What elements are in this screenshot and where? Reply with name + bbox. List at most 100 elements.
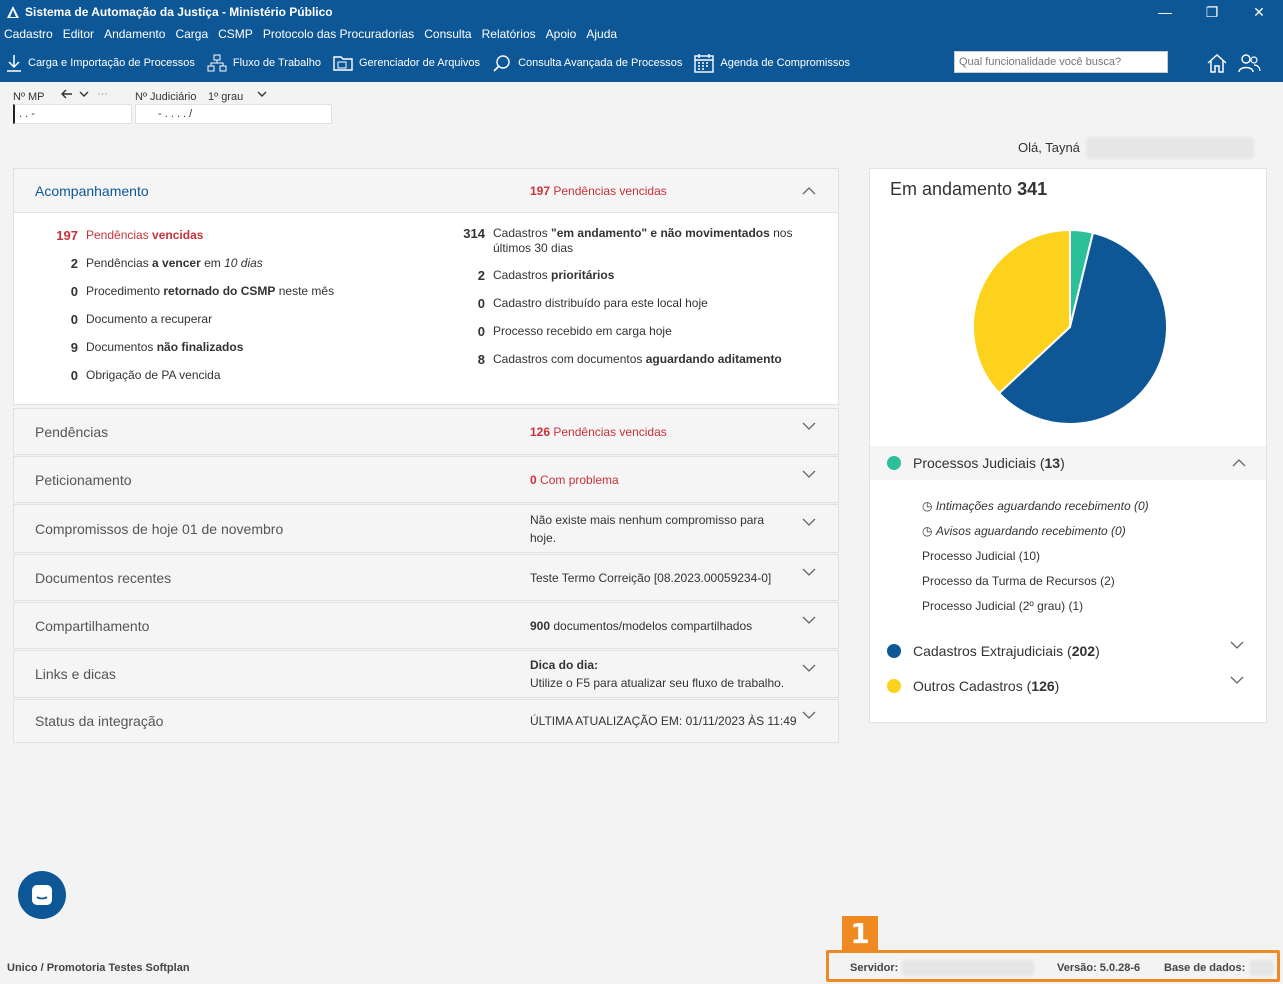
- chat-button[interactable]: [18, 871, 66, 919]
- toolbar-consulta-button[interactable]: Consulta Avançada de Processos: [492, 54, 682, 72]
- grau-chevron-down-icon[interactable]: [257, 90, 267, 98]
- links-dicas-title: Links e dicas: [35, 666, 116, 682]
- documentos-nao-finalizados-item[interactable]: 9 Documentos não finalizados: [70, 340, 244, 355]
- compromissos-summary: Não existe mais nenhum compromisso para h…: [530, 512, 765, 545]
- chevron-down-icon[interactable]: [1230, 673, 1244, 687]
- legend-processos-judiciais[interactable]: Processos Judiciais (13): [870, 446, 1266, 480]
- pendencias-summary: 126 Pendências vencidas: [530, 425, 667, 439]
- dica-do-dia: Dica do dia: Utilize o F5 para atualizar …: [530, 658, 785, 690]
- avisos-item[interactable]: ◷ Avisos aguardando recebimento (0): [922, 524, 1126, 538]
- pendencias-vencidas-item[interactable]: 197 Pendências vencidas: [56, 228, 204, 243]
- chevron-down-icon[interactable]: [802, 661, 816, 675]
- acompanhamento-summary: 197 Pendências vencidas: [530, 183, 667, 198]
- processos-judiciais-label: Processos Judiciais (13): [913, 455, 1065, 471]
- compromissos-panel[interactable]: Compromissos de hoje 01 de novembro Não …: [13, 504, 839, 553]
- links-dicas-panel[interactable]: Links e dicas Dica do dia: Utilize o F5 p…: [13, 650, 839, 698]
- status-integracao-summary: ÚLTIMA ATUALIZAÇÃO EM: 01/11/2023 ÀS 11:…: [530, 714, 797, 728]
- toolbar-agenda-button[interactable]: Agenda de Compromissos: [694, 53, 850, 73]
- calendar-icon: [694, 54, 715, 73]
- toolbar-carga-button[interactable]: Carga e Importação de Processos: [6, 54, 195, 72]
- documentos-recentes-summary[interactable]: Teste Termo Correição [08.2023.00059234-…: [530, 571, 772, 585]
- chevron-up-icon[interactable]: [1232, 456, 1246, 470]
- chevron-down-icon[interactable]: [802, 419, 816, 433]
- restore-icon[interactable]: ❐: [1205, 3, 1219, 20]
- pendencias-panel[interactable]: Pendências 126 Pendências vencidas: [13, 408, 839, 455]
- menu-apoio[interactable]: Apoio: [545, 27, 577, 41]
- pie-slice-outros[interactable]: [972, 228, 1071, 395]
- toolbar-carga-label: Carga e Importação de Processos: [28, 57, 195, 69]
- more-icon[interactable]: ···: [97, 88, 108, 100]
- cadastros-nao-movimentados-item[interactable]: 314 Cadastros "em andamento" e não movim…: [463, 226, 793, 255]
- menu-protocolo[interactable]: Protocolo das Procuradorias: [262, 27, 415, 41]
- menu-editor[interactable]: Editor: [62, 27, 95, 41]
- mp-number-input[interactable]: . . -: [13, 104, 132, 124]
- documentos-recentes-panel[interactable]: Documentos recentes Teste Termo Correiçã…: [13, 554, 839, 601]
- toolbar-gerenciador-button[interactable]: Gerenciador de Arquivos: [333, 54, 480, 72]
- toolbar-fluxo-button[interactable]: Fluxo de Trabalho: [207, 54, 321, 72]
- app-logo-icon: [7, 6, 19, 18]
- menu-consulta[interactable]: Consulta: [424, 27, 472, 41]
- judicial-number-input[interactable]: - . . . . /: [135, 104, 332, 124]
- acompanhamento-panel: Acompanhamento 197 Pendências vencidas 1…: [13, 168, 839, 405]
- cadastros-prioritarios-item[interactable]: 2 Cadastros prioritários: [477, 268, 615, 283]
- back-icon[interactable]: [61, 88, 73, 100]
- legend-outros-cadastros[interactable]: Outros Cadastros (126): [870, 669, 1266, 703]
- peticionamento-summary: 0 Com problema: [530, 473, 619, 487]
- documentos-recentes-title: Documentos recentes: [35, 570, 172, 586]
- legend-cadastros-extrajudiciais[interactable]: Cadastros Extrajudiciais (202): [870, 634, 1266, 668]
- title-bar: Sistema de Automação da Justiça - Minist…: [0, 0, 1283, 24]
- users-icon[interactable]: [1237, 52, 1261, 74]
- menu-csmp[interactable]: CSMP: [218, 27, 253, 41]
- procedimento-retornado-item[interactable]: 0 Procedimento retornado do CSMP neste m…: [70, 284, 335, 299]
- menu-carga[interactable]: Carga: [175, 27, 209, 41]
- intimacoes-item[interactable]: ◷ Intimações aguardando recebimento (0): [922, 499, 1149, 513]
- obrigacao-pa-item[interactable]: 0 Obrigação de PA vencida: [70, 368, 221, 383]
- toolbar-consulta-label: Consulta Avançada de Processos: [518, 57, 683, 69]
- processo-recebido-item[interactable]: 0 Processo recebido em carga hoje: [477, 324, 672, 339]
- processo-2-grau-item[interactable]: Processo Judicial (2º grau) (1): [922, 599, 1084, 613]
- chevron-down-icon[interactable]: [802, 708, 816, 722]
- status-integracao-title: Status da integração: [35, 713, 164, 729]
- cadastros-extrajudiciais-label: Cadastros Extrajudiciais (202): [913, 643, 1100, 659]
- download-icon: [7, 55, 21, 72]
- menu-cadastro[interactable]: Cadastro: [4, 27, 53, 41]
- processo-judicial-item[interactable]: Processo Judicial (10): [922, 549, 1041, 563]
- menu-relatorios[interactable]: Relatórios: [481, 27, 536, 41]
- em-andamento-title: Em andamento 341: [890, 179, 1048, 199]
- pendencias-a-vencer-item[interactable]: 2 Pendências a vencer em 10 dias: [70, 256, 263, 271]
- menu-ajuda[interactable]: Ajuda: [586, 27, 618, 41]
- aguardando-aditamento-item[interactable]: 8 Cadastros com documentos aguardando ad…: [477, 352, 782, 367]
- minimize-icon[interactable]: —: [1158, 4, 1172, 20]
- servidor-value-redacted: [902, 960, 1034, 976]
- grau-selector[interactable]: 1º grau: [208, 91, 244, 103]
- feature-search-input[interactable]: [954, 51, 1168, 73]
- chevron-down-icon[interactable]: [79, 90, 89, 98]
- em-andamento-pie-chart: [972, 228, 1168, 425]
- mp-label: Nº MP: [13, 91, 45, 103]
- judicial-label: Nº Judiciário: [135, 91, 197, 103]
- chevron-down-icon[interactable]: [1230, 638, 1244, 652]
- status-integracao-panel[interactable]: Status da integração ÚLTIMA ATUALIZAÇÃO …: [13, 699, 839, 743]
- menu-andamento[interactable]: Andamento: [104, 27, 166, 41]
- home-icon[interactable]: [1206, 52, 1228, 74]
- acompanhamento-header[interactable]: Acompanhamento 197 Pendências vencidas: [14, 169, 838, 213]
- chevron-down-icon[interactable]: [802, 467, 816, 481]
- cadastro-distribuido-item[interactable]: 0 Cadastro distribuído para este local h…: [477, 296, 708, 311]
- chevron-down-icon[interactable]: [802, 613, 816, 627]
- chevron-down-icon[interactable]: [802, 565, 816, 579]
- chevron-down-icon[interactable]: [802, 515, 816, 529]
- chat-icon: [32, 885, 52, 905]
- search-icon: [493, 55, 510, 72]
- user-greeting: Olá, Tayná: [1018, 140, 1080, 155]
- close-icon[interactable]: ✕: [1253, 3, 1265, 20]
- pie-slice-extrajudiciais[interactable]: [997, 231, 1168, 425]
- toolbar-gerenciador-label: Gerenciador de Arquivos: [358, 57, 481, 69]
- peticionamento-title: Peticionamento: [35, 472, 132, 488]
- clock-icon: ◷: [922, 499, 933, 513]
- compromissos-title: Compromissos de hoje 01 de novembro: [35, 520, 284, 537]
- peticionamento-panel[interactable]: Peticionamento 0 Com problema: [13, 456, 839, 503]
- chevron-up-icon[interactable]: [802, 184, 816, 198]
- turma-recursos-item[interactable]: Processo da Turma de Recursos (2): [922, 574, 1115, 588]
- documento-recuperar-item[interactable]: 0 Documento a recuperar: [70, 312, 213, 327]
- compartilhamento-panel[interactable]: Compartilhamento 900 documentos/modelos …: [13, 602, 839, 649]
